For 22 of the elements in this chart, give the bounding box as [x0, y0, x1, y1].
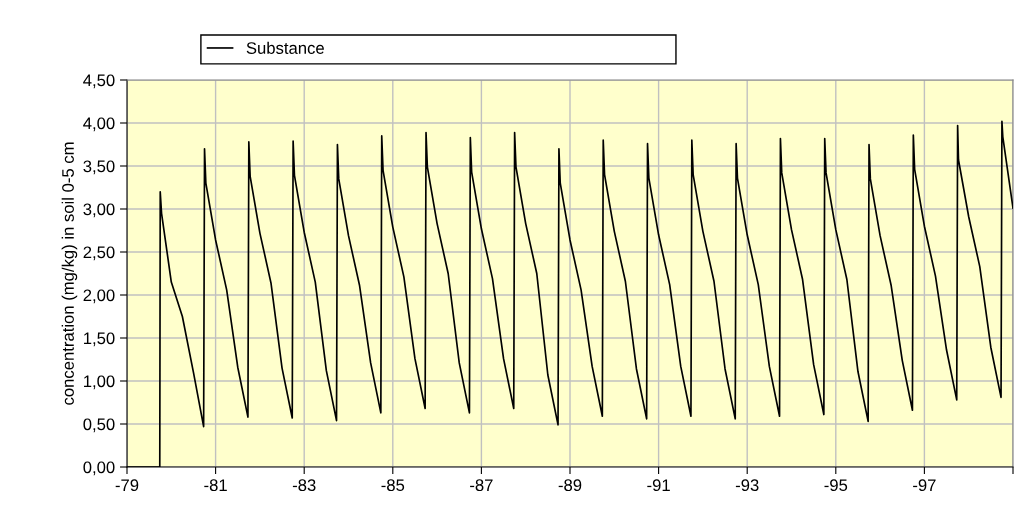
x-tick-label: -95 — [824, 479, 848, 492]
x-tick-label: -93 — [735, 479, 759, 492]
y-tick-label: 3,50 — [83, 160, 115, 175]
y-tick-label: 1,00 — [84, 375, 115, 390]
y-tick-label: 4,00 — [83, 117, 115, 132]
x-tick-label: -81 — [204, 479, 227, 492]
x-tick-label: -91 — [647, 479, 670, 492]
y-tick-label: 2,50 — [83, 246, 115, 261]
x-tick-label: -79 — [115, 479, 139, 492]
x-tick-label: -89 — [558, 479, 582, 492]
y-tick-label: 0,50 — [83, 418, 115, 433]
x-tick-label: -87 — [470, 479, 493, 492]
legend-label: Substance — [246, 41, 324, 54]
y-tick-label: 3,00 — [83, 203, 115, 218]
y-tick-label: 4,50 — [83, 74, 115, 89]
x-tick-label: -83 — [292, 479, 316, 492]
y-tick-label: 2,00 — [83, 289, 115, 304]
x-tick-label: -85 — [381, 479, 405, 492]
y-tick-label: 1,50 — [84, 332, 115, 347]
y-tick-label: 0,00 — [83, 461, 115, 476]
x-tick-label: -97 — [913, 479, 936, 492]
y-axis-title: concentration (mg/kg) in soil 0-5 cm — [61, 142, 78, 405]
